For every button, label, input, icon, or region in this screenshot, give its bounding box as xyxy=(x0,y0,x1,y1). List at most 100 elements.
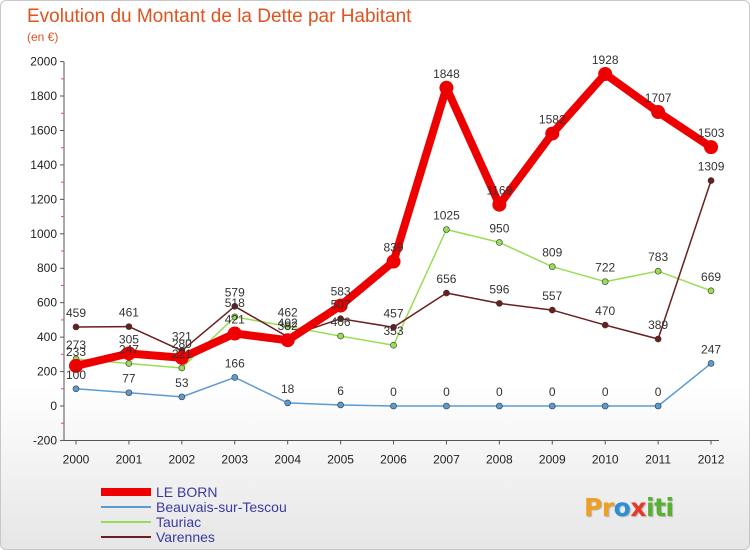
x-tick-label: 2000 xyxy=(63,452,90,466)
x-tick-label: 2009 xyxy=(539,452,566,466)
logo-letter: r xyxy=(601,493,614,522)
data-point xyxy=(231,313,239,321)
data-point xyxy=(439,80,454,95)
data-label: 273 xyxy=(66,338,86,352)
y-tick-label: 0 xyxy=(50,399,57,413)
data-point xyxy=(443,226,450,233)
data-point xyxy=(121,346,136,361)
data-label: 669 xyxy=(701,270,721,284)
x-tick-label: 2008 xyxy=(486,452,513,466)
data-label: 783 xyxy=(648,250,668,264)
data-label: 406 xyxy=(331,315,351,329)
data-label: 6 xyxy=(337,384,344,398)
data-point xyxy=(651,105,666,120)
data-label: 0 xyxy=(655,385,662,399)
data-point xyxy=(337,315,344,322)
data-label: 247 xyxy=(119,342,139,356)
data-point xyxy=(280,333,295,348)
x-tick-label: 2001 xyxy=(116,452,143,466)
data-label: 579 xyxy=(225,285,245,299)
legend-label: Tauriac xyxy=(156,514,202,530)
x-tick-label: 2005 xyxy=(327,452,354,466)
logo-letter: t xyxy=(654,493,666,522)
x-tick-label: 2006 xyxy=(380,452,407,466)
logo-letter: o xyxy=(613,493,631,522)
data-point xyxy=(337,401,344,409)
data-point xyxy=(386,254,401,269)
data-point xyxy=(72,385,80,393)
data-point xyxy=(707,177,715,184)
chart-subtitle: (en €) xyxy=(27,30,59,44)
legend-label: LE BORN xyxy=(156,484,218,500)
data-point xyxy=(443,402,450,410)
data-label: 353 xyxy=(384,324,404,338)
y-tick-label: 1200 xyxy=(30,192,57,206)
y-tick-label: 1600 xyxy=(30,123,57,137)
data-label: 1582 xyxy=(539,113,566,127)
x-tick-label: 2011 xyxy=(645,452,671,466)
data-point xyxy=(178,364,186,372)
data-label: 1707 xyxy=(645,91,672,105)
data-label: 461 xyxy=(119,306,139,320)
data-label: 583 xyxy=(331,285,351,299)
data-label: 305 xyxy=(119,332,139,346)
data-label: 507 xyxy=(331,298,351,312)
data-point xyxy=(174,350,189,365)
data-point xyxy=(654,267,662,275)
data-point xyxy=(548,263,556,270)
data-label: 0 xyxy=(496,385,503,399)
data-point xyxy=(125,323,133,330)
data-label: 839 xyxy=(384,241,404,255)
data-label: 1928 xyxy=(592,53,619,67)
data-point xyxy=(492,197,507,212)
chart-title: Evolution du Montant de la Dette par Hab… xyxy=(27,6,412,27)
data-point xyxy=(333,298,348,313)
legend-swatch xyxy=(101,506,151,508)
data-point xyxy=(125,389,133,397)
x-tick-label: 2003 xyxy=(221,452,248,466)
data-label: 233 xyxy=(66,345,86,359)
data-label: 18 xyxy=(281,382,295,396)
data-label: 950 xyxy=(489,221,509,235)
data-label: 462 xyxy=(278,305,298,319)
data-point xyxy=(654,335,662,343)
data-label: 1025 xyxy=(433,208,460,222)
data-point xyxy=(654,402,662,410)
data-point xyxy=(284,323,291,330)
data-label: 1169 xyxy=(486,184,512,198)
data-label: 518 xyxy=(225,296,245,310)
data-point xyxy=(227,326,242,341)
legend-label: Varennes xyxy=(156,529,215,545)
data-label: 321 xyxy=(172,330,192,344)
data-label: 100 xyxy=(66,368,86,382)
data-point xyxy=(284,399,291,407)
x-tick-label: 2002 xyxy=(168,452,195,466)
data-label: 459 xyxy=(66,306,86,320)
data-label: 166 xyxy=(225,356,245,370)
data-label: 402 xyxy=(278,316,298,330)
data-label: 53 xyxy=(175,376,189,390)
data-point xyxy=(390,341,397,349)
data-point xyxy=(707,287,715,295)
data-point xyxy=(69,358,83,373)
y-tick-label: 1400 xyxy=(30,158,57,172)
data-label: 0 xyxy=(390,385,397,399)
data-point xyxy=(545,126,560,141)
data-label: 221 xyxy=(172,347,192,361)
logo-letter: x xyxy=(630,493,646,522)
data-label: 247 xyxy=(701,342,721,356)
y-tick-label: 2000 xyxy=(30,55,57,69)
data-label: 722 xyxy=(595,261,615,275)
data-label: 470 xyxy=(595,304,615,318)
y-tick-label: -200 xyxy=(33,433,57,447)
legend-swatch xyxy=(101,536,151,538)
data-point xyxy=(707,360,715,367)
logo-letter: i xyxy=(665,493,675,522)
x-tick-label: 2012 xyxy=(698,452,725,466)
data-label: 389 xyxy=(648,318,668,332)
data-label: 382 xyxy=(278,319,298,333)
data-point xyxy=(598,66,613,81)
data-point xyxy=(178,393,186,401)
data-point xyxy=(601,278,609,285)
